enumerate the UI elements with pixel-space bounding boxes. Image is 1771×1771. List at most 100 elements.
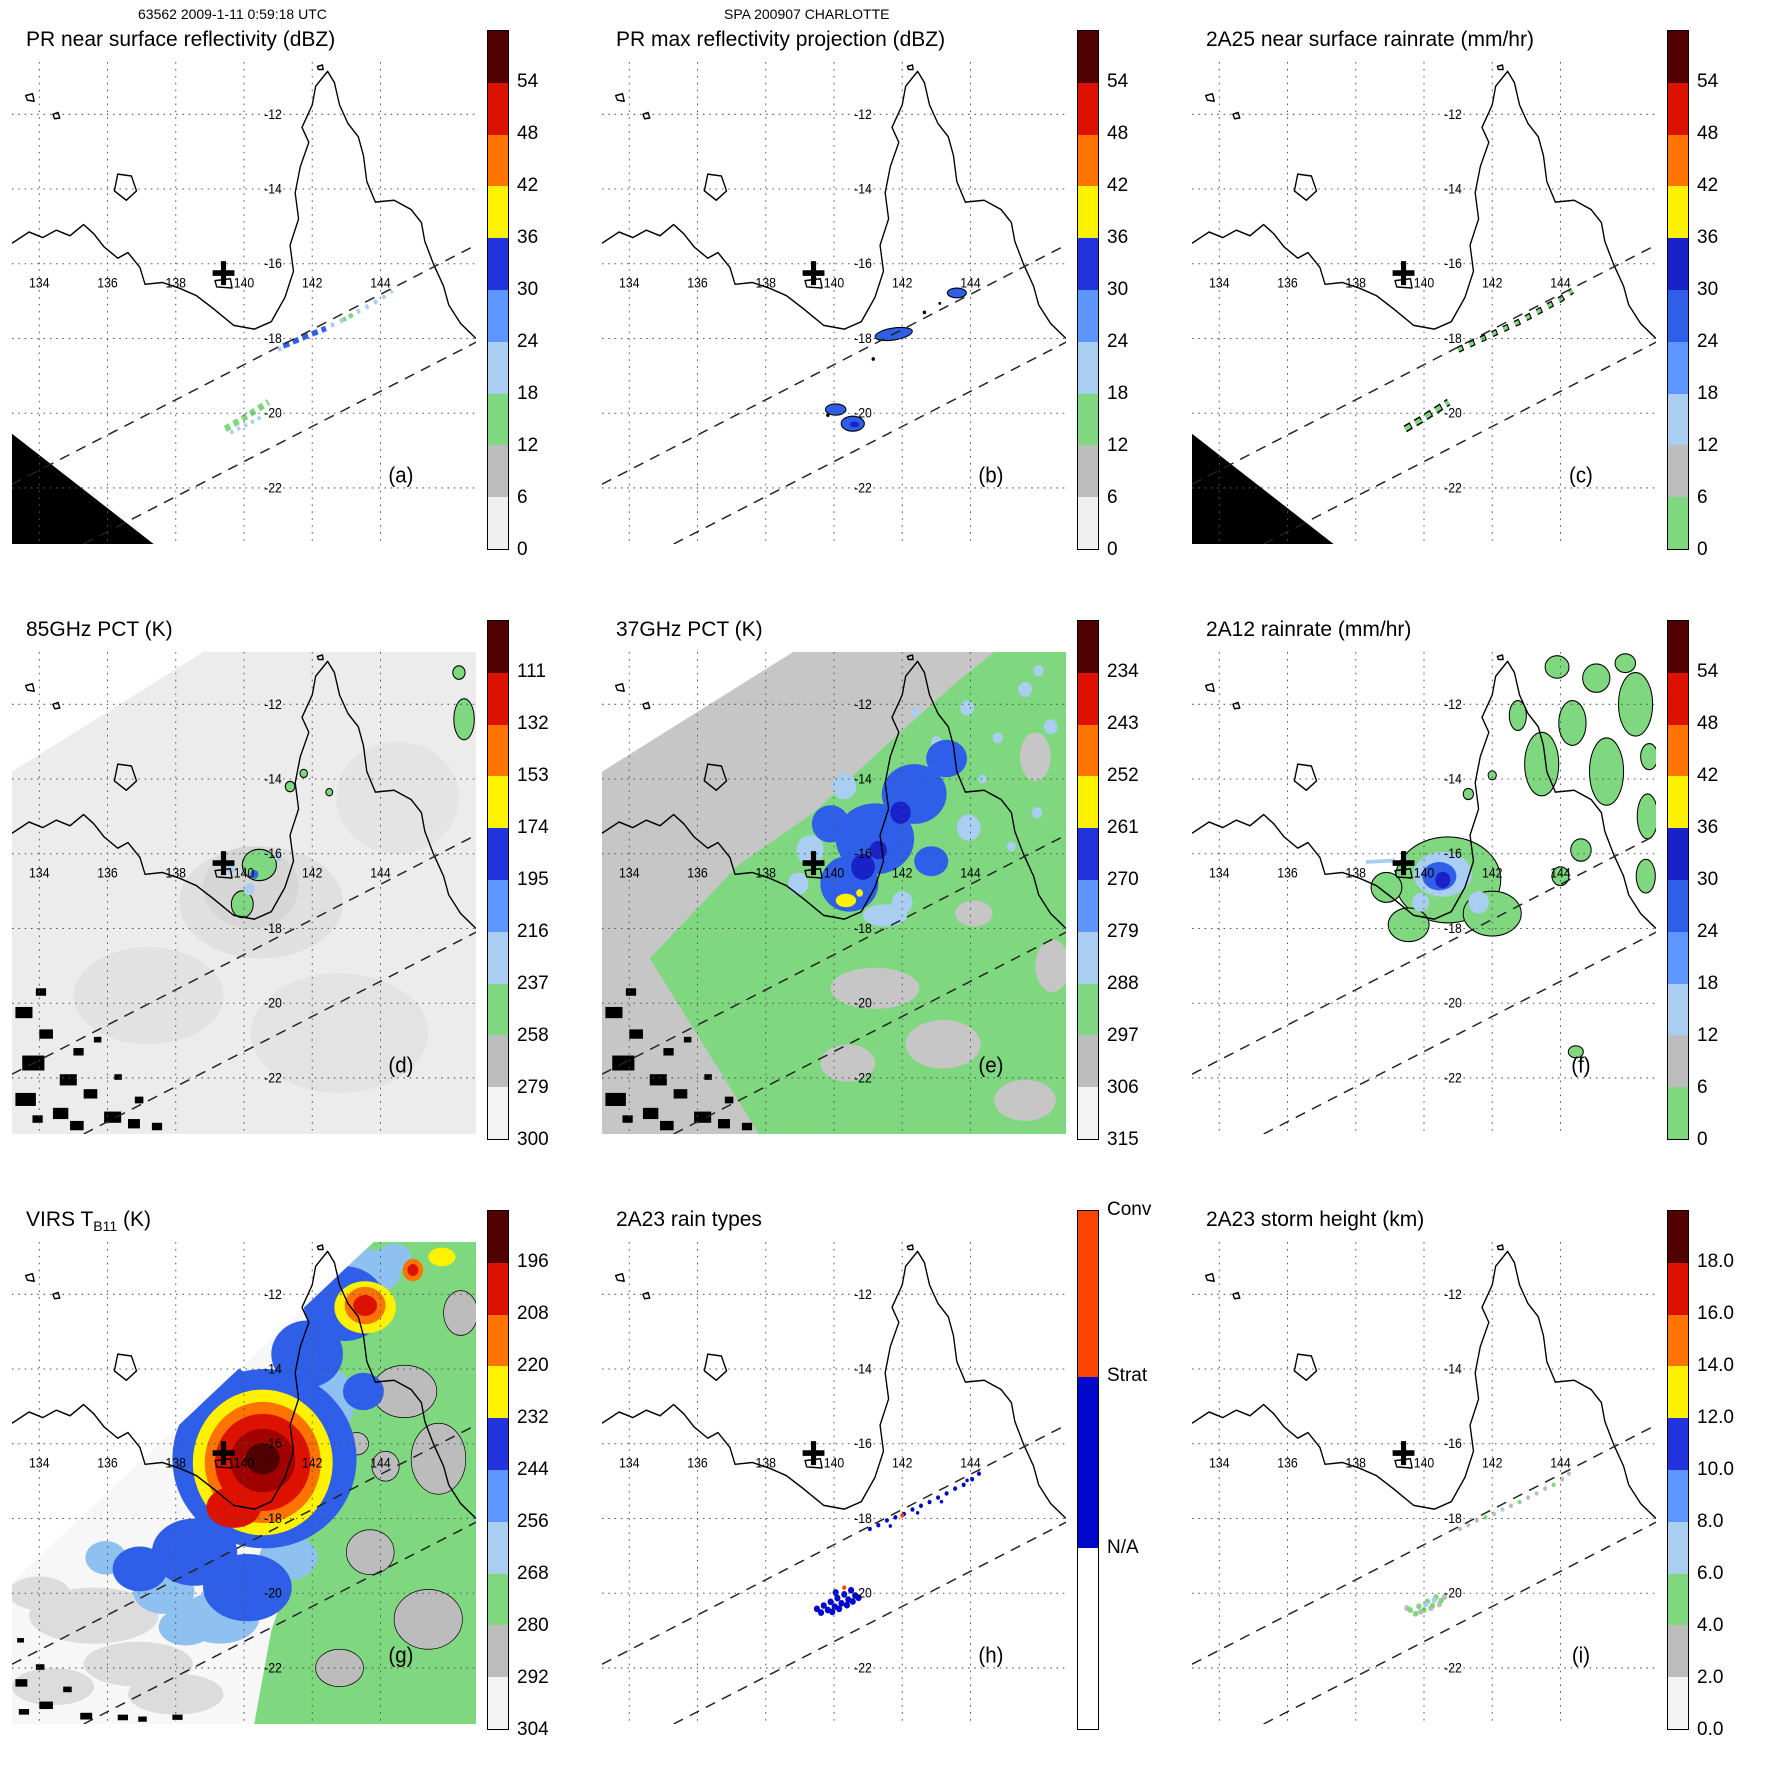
svg-text:138: 138 (1346, 865, 1366, 881)
svg-text:-12: -12 (1444, 1286, 1462, 1302)
colorbar-h: Conv Strat N/A (1077, 1199, 1173, 1730)
colorbar-scale (1077, 1210, 1099, 1730)
colorbar-ticks: 54 48 42 36 30 24 18 12 6 0 (1697, 71, 1719, 560)
colorbar-ticks: 196 208 220 232 244 256 268 280 292 304 (517, 1251, 549, 1740)
colorbar-scale (487, 1210, 509, 1730)
svg-text:-12: -12 (854, 696, 872, 712)
panel-letter: (f) (1571, 1053, 1590, 1078)
svg-text:136: 136 (97, 275, 117, 291)
svg-text:-14: -14 (264, 181, 282, 197)
svg-text:-12: -12 (264, 1286, 282, 1302)
data-overlay-d (12, 652, 476, 1134)
svg-text:142: 142 (892, 275, 912, 291)
panel-i: 2A23 storm height (km) (1180, 1180, 1770, 1770)
svg-text:136: 136 (1277, 865, 1297, 881)
svg-text:134: 134 (619, 275, 639, 291)
svg-text:142: 142 (892, 865, 912, 881)
svg-text:136: 136 (97, 1455, 117, 1471)
svg-text:-18: -18 (854, 1510, 872, 1526)
svg-text:-12: -12 (264, 696, 282, 712)
svg-text:-14: -14 (854, 1361, 872, 1377)
panel-letter: (i) (1572, 1643, 1590, 1668)
svg-text:-22: -22 (1444, 1660, 1462, 1676)
colorbar-g: 196 208 220 232 244 256 268 280 292 304 (487, 1210, 583, 1740)
geo-tick-labels: 134 136 138 140 142 144 -12 -14 -16 -18 -20 -22 (619, 1286, 981, 1675)
svg-text:-20: -20 (1444, 1585, 1462, 1601)
svg-text:138: 138 (756, 1455, 776, 1471)
svg-text:138: 138 (166, 275, 186, 291)
svg-text:-16: -16 (1444, 846, 1462, 862)
panel-b: PR max reflectivity projection (dBZ) (590, 0, 1180, 590)
svg-text:136: 136 (687, 1455, 707, 1471)
map-e: (e) 134 136 138 140 142 144 -12 -14 -16 -18 -20 -22 (602, 652, 1066, 1134)
panel-letter: (g) (388, 1643, 413, 1668)
svg-text:-18: -18 (264, 1510, 282, 1526)
svg-text:-14: -14 (1444, 1361, 1462, 1377)
colorbar-scale (1077, 30, 1099, 550)
orbit-timestamp: 63562 2009-1-11 0:59:18 UTC (138, 6, 327, 22)
colorbar-scale (487, 620, 509, 1140)
geo-tick-labels: 134 136 138 140 142 144 -12 -14 -16 -18 -20 -22 (1209, 1286, 1571, 1675)
panel-title-e: 37GHz PCT (K) (616, 618, 763, 641)
svg-text:136: 136 (687, 275, 707, 291)
colorbar-c: 54 48 42 36 30 24 18 12 6 0 (1667, 30, 1763, 560)
svg-text:-20: -20 (264, 995, 282, 1011)
svg-text:144: 144 (1550, 1455, 1570, 1471)
colorbar-ticks: 54 48 42 36 30 24 18 12 6 0 (1107, 71, 1129, 560)
svg-text:140: 140 (234, 275, 254, 291)
svg-text:-14: -14 (264, 771, 282, 787)
svg-text:-22: -22 (854, 1070, 872, 1086)
data-overlay-i (1404, 1471, 1572, 1617)
colorbar-d: 111 132 153 174 195 216 237 258 279 300 (487, 620, 583, 1150)
panel-letter: (c) (1569, 463, 1593, 488)
colorbar-b: 54 48 42 36 30 24 18 12 6 0 (1077, 30, 1173, 560)
svg-text:134: 134 (29, 865, 49, 881)
svg-text:-12: -12 (1444, 696, 1462, 712)
svg-text:140: 140 (1414, 275, 1434, 291)
svg-text:142: 142 (1482, 865, 1502, 881)
panel-letter: (a) (388, 463, 413, 488)
panel-letter: (h) (978, 1643, 1003, 1668)
svg-text:138: 138 (1346, 275, 1366, 291)
panel-title-d: 85GHz PCT (K) (26, 618, 173, 641)
svg-text:-16: -16 (264, 1436, 282, 1452)
data-overlay-h (813, 1471, 982, 1617)
svg-text:-22: -22 (264, 1660, 282, 1676)
svg-text:-20: -20 (1444, 405, 1462, 421)
svg-text:-16: -16 (1444, 1436, 1462, 1452)
svg-text:-18: -18 (264, 330, 282, 346)
svg-text:140: 140 (824, 865, 844, 881)
map-b: (b) 134 136 138 140 142 144 -12 -14 -16 -18 -20 -22 (602, 62, 1066, 544)
svg-text:134: 134 (1209, 1455, 1229, 1471)
geo-tick-labels: 134 136 138 140 142 144 -12 -14 -16 -18 -20 -22 (1209, 106, 1571, 495)
map-i: (i) 134 136 138 140 142 144 -12 -14 -16 -18 -20 -22 (1192, 1242, 1656, 1724)
geo-tick-labels: 134 136 138 140 142 144 -12 -14 -16 -18 -20 -22 (29, 696, 391, 1085)
data-overlay-a (12, 288, 394, 544)
panel-title-c: 2A25 near surface rainrate (mm/hr) (1206, 28, 1534, 51)
svg-text:138: 138 (756, 275, 776, 291)
svg-text:-16: -16 (854, 1436, 872, 1452)
svg-text:-12: -12 (1444, 106, 1462, 122)
colorbar-ticks: 111 132 153 174 195 216 237 258 279 300 (517, 661, 549, 1150)
svg-text:134: 134 (29, 1455, 49, 1471)
colorbar-ticks: 54 48 42 36 30 24 18 12 6 0 (1697, 661, 1719, 1150)
geo-tick-labels: 134 136 138 140 142 144 -12 -14 -16 -18 -20 -22 (29, 1286, 391, 1675)
svg-text:138: 138 (166, 1455, 186, 1471)
svg-text:-14: -14 (854, 181, 872, 197)
panel-f: 2A12 rainrate (mm/hr) (1180, 590, 1770, 1180)
data-overlay-b (824, 287, 967, 432)
svg-text:-16: -16 (1444, 256, 1462, 272)
svg-text:136: 136 (1277, 275, 1297, 291)
svg-text:136: 136 (1277, 1455, 1297, 1471)
svg-text:144: 144 (370, 275, 390, 291)
svg-text:138: 138 (756, 865, 776, 881)
panel-title-f: 2A12 rainrate (mm/hr) (1206, 618, 1412, 641)
svg-text:142: 142 (302, 275, 322, 291)
map-h: (h) 134 136 138 140 142 144 -12 -14 -16 -18 -20 -22 (602, 1242, 1066, 1724)
panel-letter: (e) (978, 1053, 1003, 1078)
colorbar-ticks: 234 243 252 261 270 279 288 297 306 315 (1107, 661, 1139, 1150)
map-a: (a) 134 136 138 140 142 144 -12 -14 -16 -18 -20 -22 (12, 62, 476, 544)
svg-text:144: 144 (960, 275, 980, 291)
